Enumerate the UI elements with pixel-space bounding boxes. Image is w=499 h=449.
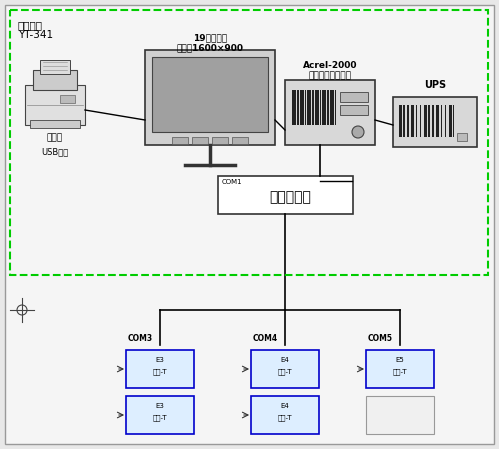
- Text: COM4: COM4: [253, 334, 278, 343]
- Bar: [292, 90, 295, 125]
- Text: 19寸显示器: 19寸显示器: [193, 34, 227, 43]
- Bar: [403, 105, 405, 137]
- Bar: [449, 105, 452, 137]
- Bar: [416, 105, 417, 137]
- Bar: [393, 97, 477, 147]
- Bar: [340, 105, 368, 115]
- Bar: [366, 396, 434, 434]
- Bar: [457, 133, 467, 141]
- Text: 能量-T: 能量-T: [277, 369, 292, 375]
- Text: E3: E3: [156, 403, 165, 409]
- Bar: [40, 60, 70, 74]
- Bar: [399, 105, 402, 137]
- Bar: [441, 105, 442, 137]
- Bar: [412, 105, 415, 137]
- Bar: [335, 90, 336, 125]
- Bar: [420, 105, 421, 137]
- Bar: [212, 137, 228, 144]
- Bar: [297, 90, 298, 125]
- Bar: [453, 105, 455, 137]
- Bar: [445, 105, 446, 137]
- Bar: [60, 95, 75, 103]
- Bar: [152, 57, 268, 132]
- Bar: [145, 50, 275, 145]
- Bar: [232, 137, 248, 144]
- Bar: [317, 90, 319, 125]
- Bar: [30, 120, 80, 128]
- Bar: [251, 350, 319, 388]
- Text: 能量-T: 能量-T: [393, 369, 407, 375]
- Bar: [315, 90, 318, 125]
- Bar: [366, 350, 434, 388]
- Bar: [330, 90, 333, 125]
- Bar: [340, 92, 368, 102]
- Bar: [437, 105, 440, 137]
- Text: COM1: COM1: [222, 179, 243, 185]
- Text: USB连接: USB连接: [41, 148, 69, 157]
- Bar: [322, 90, 325, 125]
- Bar: [312, 90, 314, 125]
- Bar: [25, 85, 85, 125]
- Text: 分辨率1600×900: 分辨率1600×900: [177, 44, 244, 53]
- Text: 能量-T: 能量-T: [153, 369, 167, 375]
- Bar: [126, 396, 194, 434]
- Bar: [424, 105, 427, 137]
- Bar: [432, 105, 434, 137]
- Text: YT-341: YT-341: [18, 30, 53, 40]
- Text: Acrel-2000: Acrel-2000: [303, 62, 357, 70]
- Text: 能量-T: 能量-T: [277, 415, 292, 421]
- Circle shape: [352, 126, 364, 138]
- Bar: [307, 90, 310, 125]
- Bar: [285, 80, 375, 145]
- Bar: [10, 10, 488, 275]
- Bar: [126, 350, 194, 388]
- Bar: [428, 105, 430, 137]
- Text: 电力监控系统主机: 电力监控系统主机: [308, 71, 351, 80]
- Bar: [302, 90, 303, 125]
- Bar: [327, 90, 329, 125]
- Text: 打印机: 打印机: [47, 133, 63, 142]
- Bar: [407, 105, 409, 137]
- Text: E4: E4: [280, 357, 289, 363]
- Bar: [251, 396, 319, 434]
- Bar: [299, 90, 302, 125]
- Text: 工业串口卡: 工业串口卡: [269, 190, 311, 204]
- Bar: [305, 90, 306, 125]
- Text: E3: E3: [156, 357, 165, 363]
- Text: COM5: COM5: [368, 334, 393, 343]
- Text: UPS: UPS: [424, 80, 446, 90]
- Bar: [320, 90, 321, 125]
- Text: COM3: COM3: [128, 334, 153, 343]
- Bar: [310, 90, 311, 125]
- Bar: [325, 90, 326, 125]
- Text: E4: E4: [280, 403, 289, 409]
- Bar: [332, 90, 334, 125]
- Text: E5: E5: [396, 357, 404, 363]
- Bar: [192, 137, 208, 144]
- Text: 监控中心: 监控中心: [18, 20, 43, 30]
- Bar: [172, 137, 188, 144]
- Bar: [33, 70, 77, 90]
- Text: 能量-T: 能量-T: [153, 415, 167, 421]
- Bar: [218, 176, 353, 214]
- Bar: [294, 90, 296, 125]
